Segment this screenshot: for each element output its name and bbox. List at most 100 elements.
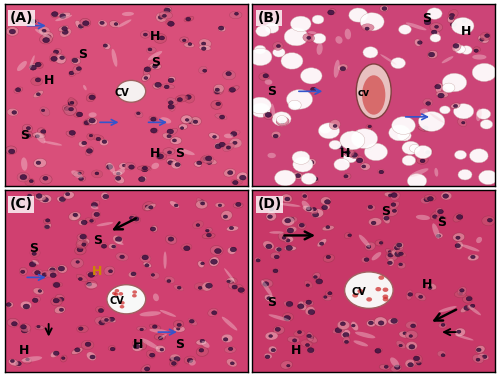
Circle shape bbox=[320, 242, 324, 245]
Circle shape bbox=[60, 308, 64, 311]
Circle shape bbox=[286, 364, 290, 367]
Circle shape bbox=[458, 292, 462, 295]
Circle shape bbox=[30, 180, 34, 183]
Ellipse shape bbox=[304, 280, 312, 288]
Ellipse shape bbox=[44, 219, 51, 224]
Circle shape bbox=[428, 286, 432, 289]
Text: (A): (A) bbox=[10, 11, 34, 25]
Circle shape bbox=[60, 56, 64, 59]
Circle shape bbox=[391, 193, 397, 197]
Circle shape bbox=[424, 20, 430, 25]
Circle shape bbox=[30, 262, 36, 267]
Ellipse shape bbox=[124, 162, 136, 170]
Ellipse shape bbox=[86, 218, 96, 223]
Ellipse shape bbox=[359, 235, 370, 247]
Ellipse shape bbox=[380, 5, 388, 12]
Circle shape bbox=[378, 276, 384, 280]
Ellipse shape bbox=[335, 144, 345, 149]
Ellipse shape bbox=[140, 176, 146, 182]
Circle shape bbox=[306, 344, 310, 347]
Text: H: H bbox=[150, 147, 160, 160]
Ellipse shape bbox=[50, 351, 58, 358]
Circle shape bbox=[36, 93, 40, 96]
Ellipse shape bbox=[154, 334, 166, 340]
Circle shape bbox=[150, 227, 156, 231]
Ellipse shape bbox=[476, 109, 482, 121]
Ellipse shape bbox=[436, 83, 442, 93]
Ellipse shape bbox=[83, 119, 94, 126]
Ellipse shape bbox=[113, 235, 123, 244]
Circle shape bbox=[46, 35, 51, 39]
Ellipse shape bbox=[150, 128, 158, 133]
Text: S: S bbox=[92, 234, 102, 247]
Circle shape bbox=[168, 161, 173, 165]
Ellipse shape bbox=[22, 124, 32, 133]
Circle shape bbox=[162, 14, 166, 17]
Circle shape bbox=[285, 197, 290, 201]
Ellipse shape bbox=[375, 240, 384, 246]
Circle shape bbox=[144, 33, 148, 36]
Ellipse shape bbox=[439, 306, 456, 312]
Ellipse shape bbox=[105, 162, 112, 170]
Ellipse shape bbox=[301, 173, 316, 185]
Ellipse shape bbox=[366, 205, 376, 211]
Circle shape bbox=[476, 358, 480, 361]
Ellipse shape bbox=[162, 84, 174, 89]
Circle shape bbox=[368, 205, 372, 209]
Text: S: S bbox=[175, 338, 184, 352]
Ellipse shape bbox=[214, 86, 224, 95]
Circle shape bbox=[398, 252, 404, 256]
Circle shape bbox=[82, 21, 89, 26]
Ellipse shape bbox=[420, 197, 430, 204]
Ellipse shape bbox=[29, 55, 34, 69]
Ellipse shape bbox=[454, 150, 466, 159]
Ellipse shape bbox=[224, 133, 234, 138]
Circle shape bbox=[144, 367, 150, 371]
Text: S: S bbox=[175, 147, 184, 160]
Ellipse shape bbox=[308, 31, 316, 34]
Text: cv: cv bbox=[358, 88, 370, 98]
Ellipse shape bbox=[303, 33, 314, 42]
Ellipse shape bbox=[22, 358, 32, 364]
Ellipse shape bbox=[68, 99, 78, 105]
Circle shape bbox=[168, 237, 173, 241]
Circle shape bbox=[232, 180, 238, 185]
Circle shape bbox=[384, 216, 389, 220]
Ellipse shape bbox=[221, 211, 232, 220]
Ellipse shape bbox=[460, 305, 470, 312]
Circle shape bbox=[36, 194, 42, 198]
Ellipse shape bbox=[408, 174, 426, 188]
Circle shape bbox=[212, 311, 217, 315]
Circle shape bbox=[434, 25, 438, 28]
Circle shape bbox=[218, 204, 222, 207]
Ellipse shape bbox=[288, 100, 301, 110]
Ellipse shape bbox=[188, 117, 195, 123]
Ellipse shape bbox=[74, 112, 82, 117]
Ellipse shape bbox=[194, 283, 206, 290]
Ellipse shape bbox=[348, 150, 358, 159]
Ellipse shape bbox=[151, 225, 158, 232]
Ellipse shape bbox=[264, 353, 272, 359]
Ellipse shape bbox=[12, 360, 22, 367]
Ellipse shape bbox=[286, 89, 312, 109]
Ellipse shape bbox=[372, 252, 381, 261]
Circle shape bbox=[366, 297, 372, 302]
Ellipse shape bbox=[60, 29, 72, 37]
Ellipse shape bbox=[64, 191, 74, 199]
Circle shape bbox=[394, 365, 400, 369]
Ellipse shape bbox=[230, 138, 242, 148]
Circle shape bbox=[206, 283, 212, 288]
Text: (C): (C) bbox=[10, 197, 33, 211]
Ellipse shape bbox=[344, 173, 351, 179]
Circle shape bbox=[308, 309, 315, 315]
Circle shape bbox=[26, 134, 30, 137]
Circle shape bbox=[303, 195, 306, 198]
Circle shape bbox=[108, 270, 112, 273]
Ellipse shape bbox=[25, 178, 34, 186]
Circle shape bbox=[44, 225, 50, 229]
Circle shape bbox=[120, 301, 124, 305]
Circle shape bbox=[298, 304, 304, 309]
Circle shape bbox=[76, 67, 82, 71]
Ellipse shape bbox=[70, 258, 84, 268]
Text: H: H bbox=[92, 265, 102, 278]
